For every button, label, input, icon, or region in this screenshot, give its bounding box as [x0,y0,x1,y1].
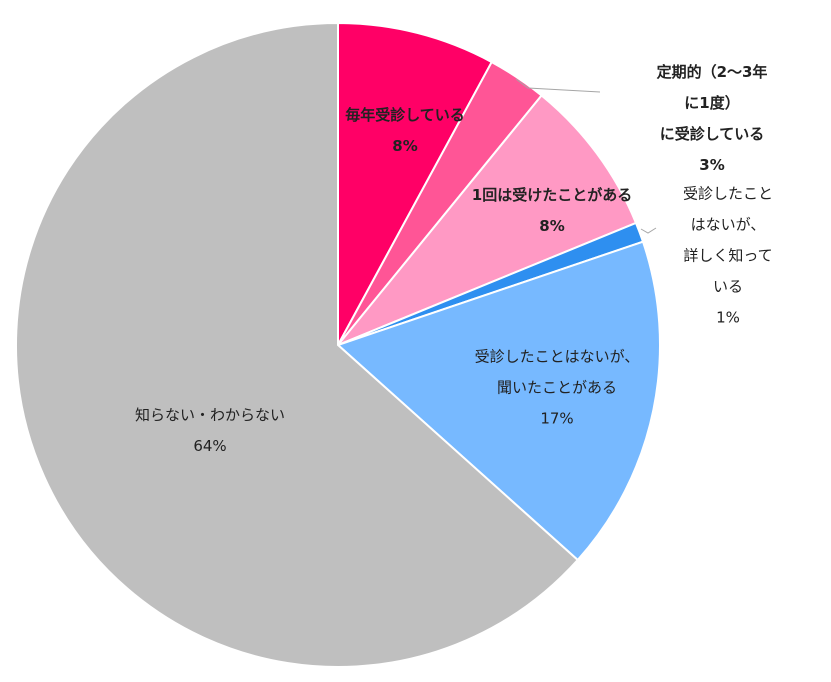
slice-label: 1回は受けたことがある 8% [472,180,632,242]
slice-label: 定期的（2〜3年に1度） に受診している 3% [653,57,772,181]
category-label: 定期的（2〜3年に1度） に受診している [656,63,768,143]
category-label: 受診したことはないが、 聞いたことがある [474,347,640,397]
category-label: 毎年受診している [345,106,465,124]
slice-label: 受診したことはないが、 詳しく知っている 1% [677,179,780,334]
value-label: 17% [540,409,574,428]
pie-slice [337,21,494,346]
slice-label: 知らない・わからない 64% [135,400,285,462]
value-label: 64% [193,437,227,455]
category-label: 知らない・わからない [134,406,286,424]
slice-label: 毎年受診している 8% [345,100,465,162]
value-label: 1% [716,308,740,327]
value-label: 8% [392,137,418,155]
slices [15,21,661,668]
category-label: 1回は受けたことがある [471,186,633,204]
leader-line [515,78,601,93]
slice-label: 受診したことはないが、 聞いたことがある 17% [475,342,640,435]
leader-line [640,227,657,234]
pie-slice [336,240,661,562]
value-label: 3% [699,156,725,174]
category-label: 受診したことはないが、 詳しく知っている [682,184,773,296]
value-label: 8% [539,217,565,235]
pie-slice [337,94,638,346]
pie-slice [15,21,580,668]
